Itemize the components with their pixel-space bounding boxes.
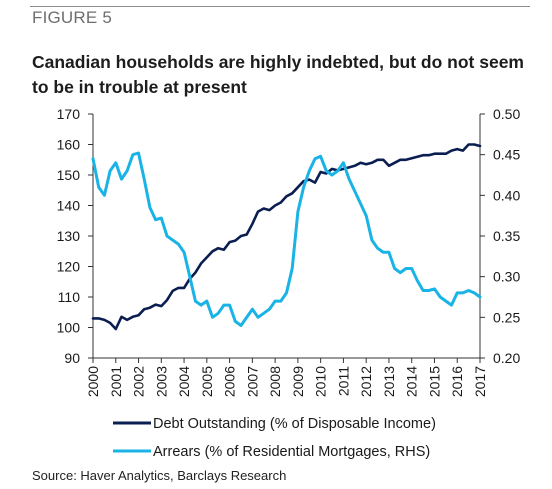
- left-y-tick-label: 120: [57, 259, 81, 275]
- left-y-tick-label: 160: [57, 137, 81, 153]
- x-tick-label: 2011: [335, 366, 351, 396]
- legend: Debt Outstanding (% of Disposable Income…: [113, 416, 436, 460]
- x-tick-label: 2014: [404, 366, 420, 397]
- x-tick-label: 2007: [244, 366, 260, 397]
- x-tick-label: 2015: [426, 366, 442, 397]
- right-y-tick-label: 0.30: [493, 269, 520, 285]
- x-tick-label: 2012: [358, 366, 374, 397]
- figure-label: FIGURE 5: [32, 8, 113, 27]
- legend-label: Arrears (% of Residential Mortgages, RHS…: [153, 444, 430, 460]
- left-y-tick-label: 90: [64, 350, 80, 366]
- legend-label: Debt Outstanding (% of Disposable Income…: [153, 416, 436, 432]
- x-tick-label: 2013: [381, 366, 397, 397]
- x-tick-label: 2010: [313, 366, 329, 397]
- series-lines: [91, 143, 482, 331]
- x-tick-label: 2006: [222, 366, 238, 397]
- x-tick-label: 2008: [267, 366, 283, 397]
- source-note: Source: Haver Analytics, Barclays Resear…: [32, 468, 287, 483]
- x-tick-label: 2000: [85, 366, 101, 397]
- left-y-tick-label: 150: [57, 167, 81, 183]
- right-y-tick-label: 0.20: [493, 350, 520, 366]
- x-axis-ticks: 2000 2001 2002 2003 2004 2005 2006 2007 2008 2009…: [85, 358, 488, 397]
- x-tick-label: 2003: [153, 366, 169, 397]
- left-y-tick-label: 100: [57, 320, 81, 336]
- left-y-tick-label: 140: [57, 198, 81, 214]
- left-y-tick-label: 110: [58, 289, 81, 305]
- x-tick-label: 2001: [108, 366, 124, 397]
- x-tick-label: 2009: [290, 366, 306, 397]
- right-y-ticks: 0.20 0.25 0.30 0.35 0.40 0.45 0.50: [480, 106, 520, 366]
- right-y-tick-label: 0.45: [493, 147, 520, 163]
- top-rule: [30, 6, 530, 7]
- left-y-tick-label: 130: [57, 228, 81, 244]
- x-tick-label: 2004: [176, 366, 192, 397]
- left-y-ticks: 90 100 110 120 130 140 150 160 170: [57, 106, 93, 366]
- debt-series-line: [91, 143, 482, 331]
- right-y-tick-label: 0.50: [493, 106, 520, 122]
- chart-axes: [92, 114, 481, 359]
- left-y-tick-label: 170: [57, 106, 81, 122]
- right-y-tick-label: 0.40: [493, 187, 520, 203]
- x-tick-label: 2002: [131, 366, 147, 397]
- x-tick-label: 2016: [449, 366, 465, 397]
- arrears-series-line: [91, 151, 482, 327]
- right-y-tick-label: 0.35: [493, 228, 520, 244]
- right-y-tick-label: 0.25: [493, 309, 520, 325]
- x-tick-label: 2017: [472, 366, 488, 397]
- chart-title: Canadian households are highly indebted,…: [32, 52, 524, 97]
- x-tick-label: 2005: [199, 366, 215, 397]
